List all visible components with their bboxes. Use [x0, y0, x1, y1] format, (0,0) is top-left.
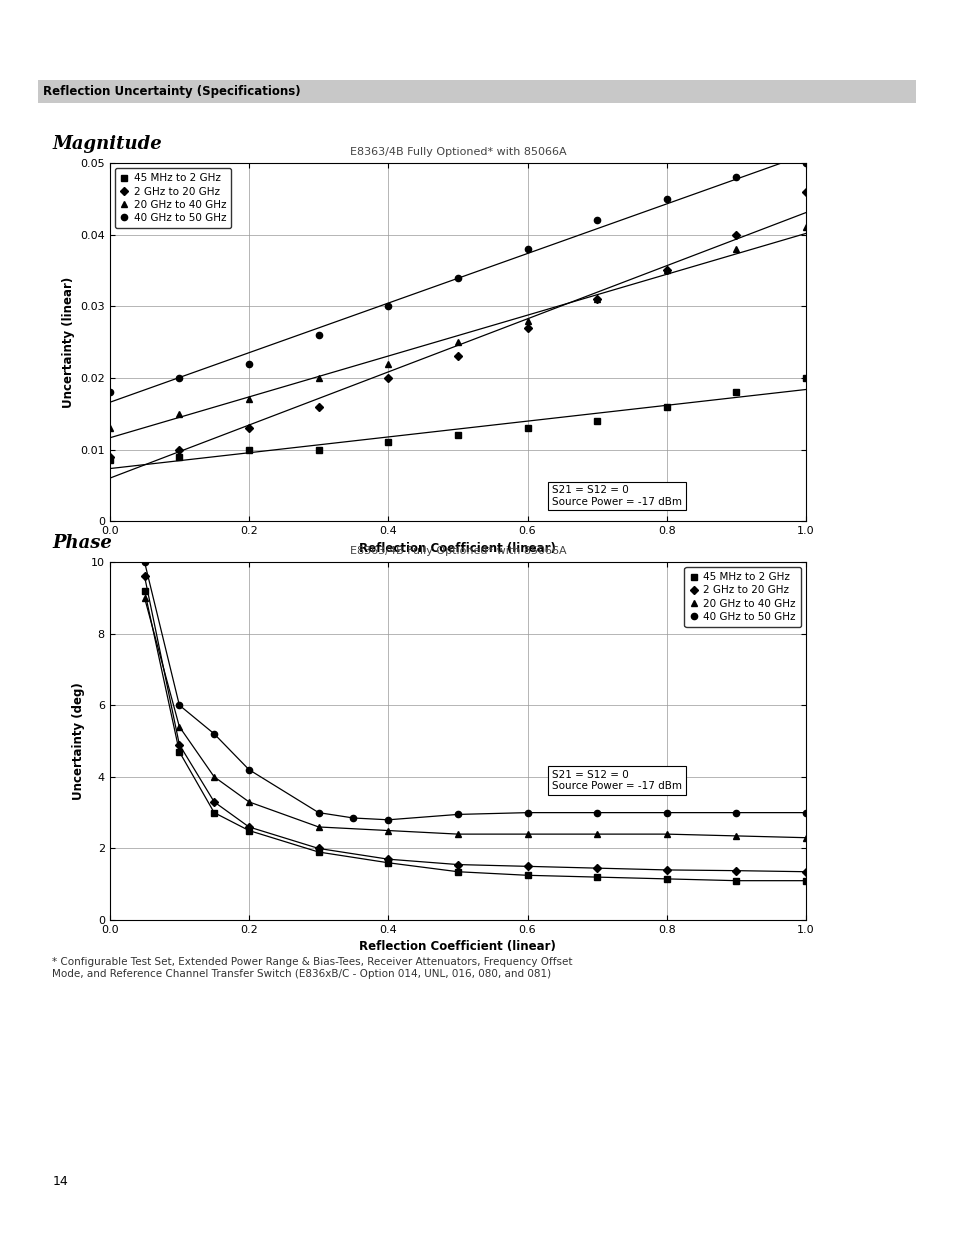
Legend: 45 MHz to 2 GHz, 2 GHz to 20 GHz, 20 GHz to 40 GHz, 40 GHz to 50 GHz: 45 MHz to 2 GHz, 2 GHz to 20 GHz, 20 GHz… — [114, 168, 232, 228]
Text: S21 = S12 = 0
Source Power = -17 dBm: S21 = S12 = 0 Source Power = -17 dBm — [552, 485, 681, 506]
X-axis label: Reflection Coefficient (linear): Reflection Coefficient (linear) — [359, 941, 556, 953]
Text: E8363/4B Fully Optioned* with 85066A: E8363/4B Fully Optioned* with 85066A — [349, 147, 566, 157]
Text: S21 = S12 = 0
Source Power = -17 dBm: S21 = S12 = 0 Source Power = -17 dBm — [552, 769, 681, 792]
Text: * Configurable Test Set, Extended Power Range & Bias-Tees, Receiver Attenuators,: * Configurable Test Set, Extended Power … — [52, 957, 573, 978]
Text: E8363/4B Fully Optioned* with 85066A: E8363/4B Fully Optioned* with 85066A — [349, 546, 566, 556]
Text: Phase: Phase — [52, 534, 112, 552]
Text: Reflection Uncertainty (Specifications): Reflection Uncertainty (Specifications) — [43, 85, 300, 98]
X-axis label: Reflection Coefficient (linear): Reflection Coefficient (linear) — [359, 542, 556, 555]
Text: Magnitude: Magnitude — [52, 135, 162, 153]
Y-axis label: Uncertainty (linear): Uncertainty (linear) — [62, 277, 74, 408]
Legend: 45 MHz to 2 GHz, 2 GHz to 20 GHz, 20 GHz to 40 GHz, 40 GHz to 50 GHz: 45 MHz to 2 GHz, 2 GHz to 20 GHz, 20 GHz… — [683, 567, 801, 627]
Y-axis label: Uncertainty (deg): Uncertainty (deg) — [72, 682, 85, 800]
Text: 14: 14 — [52, 1174, 69, 1188]
